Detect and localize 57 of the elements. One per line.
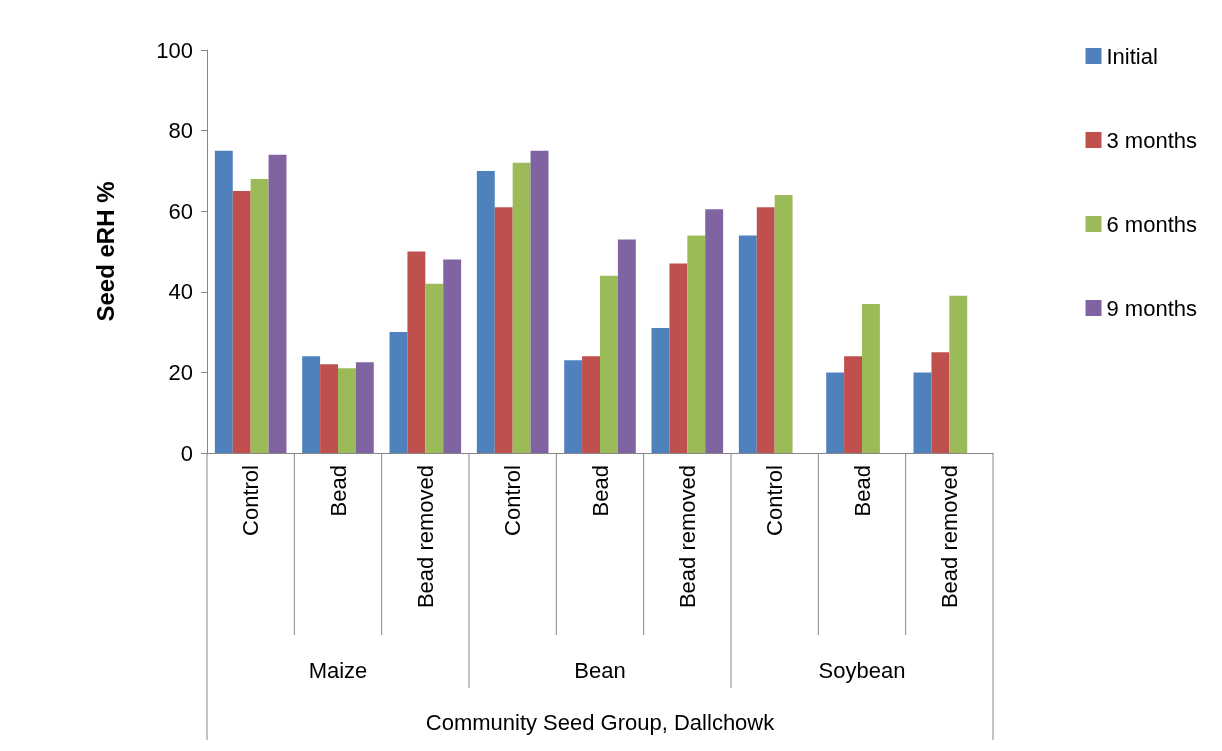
legend-label: 9 months: [1106, 295, 1198, 321]
y-tick-label: 20: [168, 359, 193, 385]
bar: [913, 372, 932, 453]
bar: [355, 362, 374, 453]
legend-label: 3 months: [1106, 127, 1198, 153]
y-tick-label: 40: [168, 279, 193, 305]
bar: [512, 162, 531, 453]
bar: [756, 207, 775, 453]
bar: [669, 263, 688, 453]
y-tick-label: 80: [168, 118, 193, 144]
bar: [338, 368, 356, 453]
x-tick-label: Control: [500, 465, 526, 536]
x-tick-label: Bead: [849, 465, 875, 517]
y-tick-label: 100: [156, 37, 193, 63]
x-tick-label: Bead removed: [412, 465, 438, 609]
bar: [651, 328, 670, 453]
x-tick-label: Bead: [325, 465, 351, 517]
legend-label: 6 months: [1106, 211, 1198, 237]
bar: [826, 372, 845, 453]
bar: [443, 259, 462, 453]
x-tick-label: Control: [762, 465, 788, 536]
bar: [302, 356, 321, 453]
bar: [600, 275, 618, 453]
text: Maize: [308, 657, 368, 683]
bar: [494, 207, 513, 453]
y-tick-label: 60: [168, 198, 193, 224]
bar: [687, 235, 706, 453]
bar: [407, 251, 426, 453]
bar: [268, 154, 287, 453]
y-tick-label: 0: [180, 440, 193, 466]
bar: [738, 235, 757, 453]
bar: [931, 352, 950, 453]
x-axis-title: Community Seed Group, Dallchowk: [425, 709, 776, 735]
text: Bean: [574, 657, 626, 683]
x-tick-label: Bead removed: [936, 465, 962, 609]
bar: [617, 239, 636, 453]
bar: [564, 360, 583, 453]
bar: [844, 356, 862, 453]
bar: [389, 332, 408, 453]
bar: [774, 195, 793, 453]
x-tick-label: Control: [238, 465, 264, 536]
bar: [705, 209, 724, 453]
bar: [530, 150, 549, 453]
bar: [476, 170, 495, 453]
bar: [250, 178, 269, 453]
x-tick-label: Bead: [587, 465, 613, 517]
bar: [232, 191, 251, 453]
text: Soybean: [818, 657, 906, 683]
bar: [949, 295, 968, 453]
y-axis-title: Seed eRH %: [91, 181, 119, 322]
x-tick-label: Bead removed: [674, 465, 700, 609]
bar: [320, 364, 338, 453]
bar: [862, 303, 880, 453]
bar: [425, 283, 444, 453]
bar: [582, 356, 600, 453]
bar: [214, 150, 233, 453]
legend-label: Initial: [1106, 43, 1158, 69]
